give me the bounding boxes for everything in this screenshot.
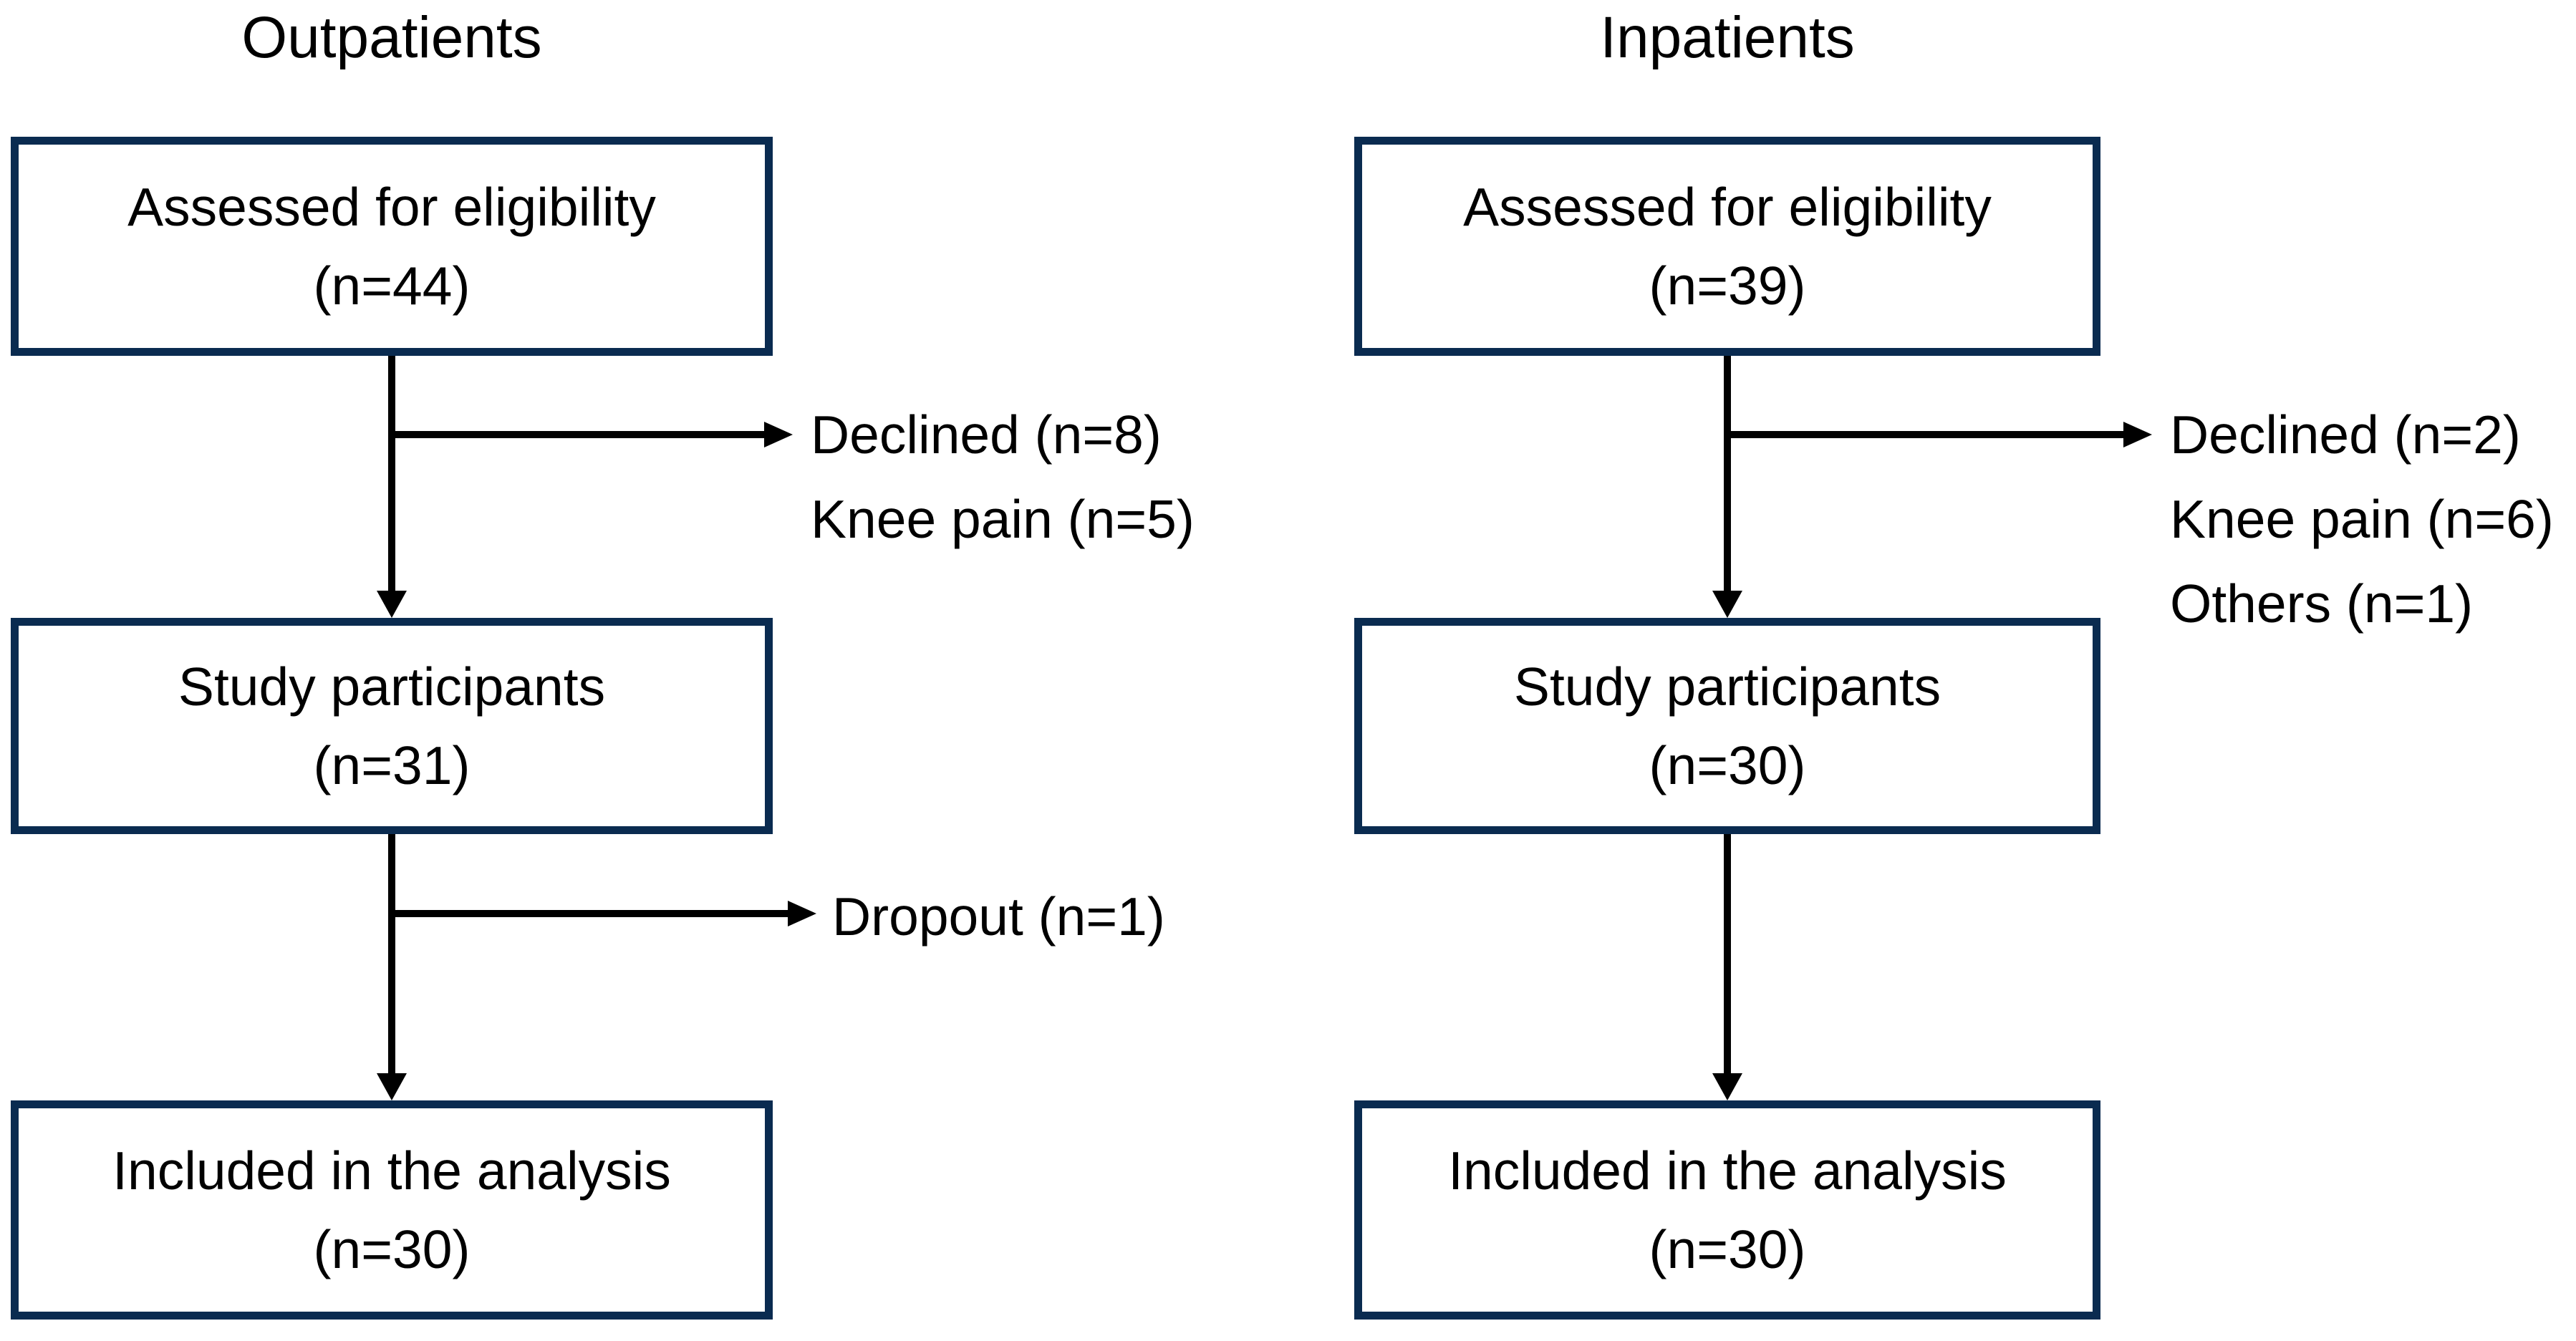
exclusion-label: Knee pain (n=5)	[811, 489, 1195, 549]
exclusion-label: Knee pain (n=6)	[2170, 489, 2554, 549]
box-inpatients-participants: Study participants (n=30)	[1354, 618, 2100, 834]
arrowhead-down-icon	[377, 591, 407, 618]
box-n-value: (n=30)	[1649, 735, 1806, 795]
exclusion-label: Declined (n=8)	[811, 405, 1162, 465]
box-outpatients-analysis: Included in the analysis (n=30)	[11, 1100, 773, 1320]
box-outpatients-participants: Study participants (n=31)	[11, 618, 773, 834]
arrowhead-down-icon	[1712, 591, 1742, 618]
branch-line-outpatients-dropout	[392, 910, 788, 917]
flow-line-inpatients-1	[1724, 356, 1731, 592]
flow-line-outpatients-1	[388, 356, 395, 592]
branch-line-inpatients-exclusion1	[1727, 431, 2123, 438]
arrowhead-down-icon	[1712, 1073, 1742, 1100]
box-n-value: (n=30)	[1649, 1219, 1806, 1279]
box-inpatients-analysis: Included in the analysis (n=30)	[1354, 1100, 2100, 1320]
arrowhead-down-icon	[377, 1073, 407, 1100]
box-label: Assessed for eligibility	[1463, 177, 1992, 237]
arrowhead-right-icon	[788, 901, 816, 926]
exclusion-label: Others (n=1)	[2170, 573, 2474, 634]
box-n-value: (n=31)	[313, 735, 471, 795]
box-inpatients-assessed: Assessed for eligibility (n=39)	[1354, 137, 2100, 356]
exclusion-label: Dropout (n=1)	[832, 886, 1165, 947]
flow-line-inpatients-2	[1724, 834, 1731, 1075]
box-label: Included in the analysis	[112, 1141, 671, 1201]
column-title-inpatients: Inpatients	[1600, 5, 1855, 70]
box-n-value: (n=30)	[313, 1219, 471, 1279]
arrowhead-right-icon	[764, 422, 793, 447]
column-title-outpatients: Outpatients	[241, 5, 542, 70]
box-n-value: (n=39)	[1649, 256, 1806, 316]
branch-line-outpatients-exclusion1	[392, 431, 764, 438]
box-n-value: (n=44)	[313, 256, 471, 316]
box-outpatients-assessed: Assessed for eligibility (n=44)	[11, 137, 773, 356]
flow-line-outpatients-2	[388, 834, 395, 1075]
arrowhead-right-icon	[2123, 422, 2152, 447]
box-label: Included in the analysis	[1448, 1141, 2007, 1201]
box-label: Assessed for eligibility	[127, 177, 656, 237]
box-label: Study participants	[1513, 657, 1941, 717]
box-label: Study participants	[178, 657, 606, 717]
exclusion-label: Declined (n=2)	[2170, 405, 2521, 465]
